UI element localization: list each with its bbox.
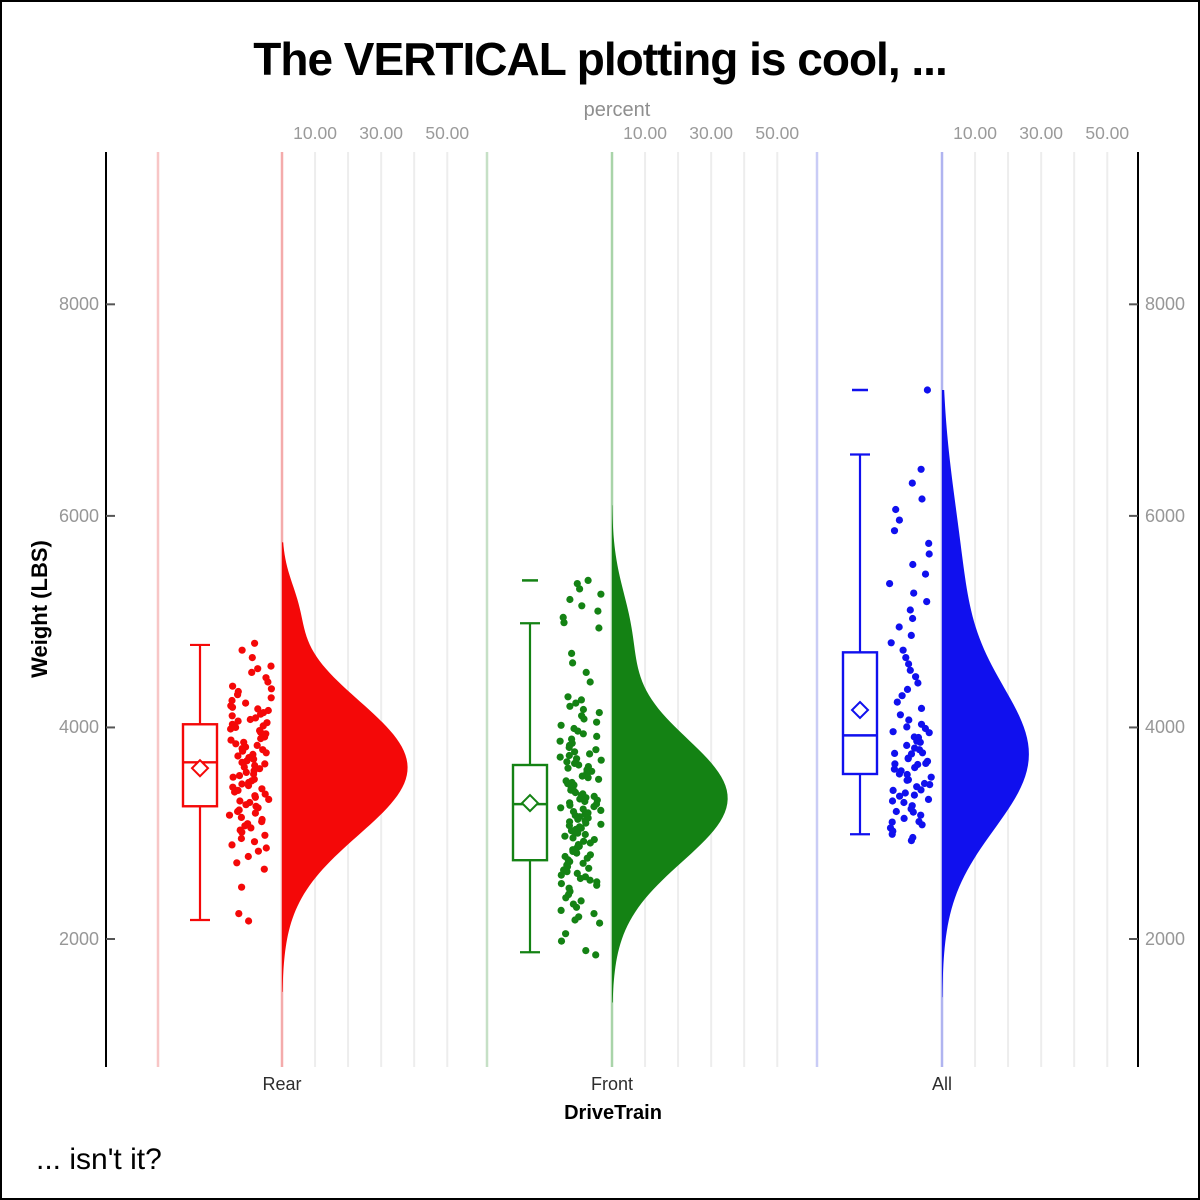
- y-tick-label-right: 8000: [1145, 294, 1186, 315]
- percent-tick-label: 10.00: [293, 123, 337, 143]
- percent-tick-label: 30.00: [1019, 123, 1064, 143]
- jitter-points-rear: [225, 639, 275, 925]
- y-tick-label-right: 4000: [1145, 717, 1186, 738]
- percent-tick-label: 30.00: [689, 123, 734, 143]
- violin-front: [612, 505, 728, 1003]
- mean-diamond-all: [850, 700, 870, 720]
- page-title: The VERTICAL plotting is cool, ...: [253, 33, 948, 85]
- percent-tick-label: 50.00: [425, 123, 470, 143]
- percent-tick-label: 30.00: [359, 123, 404, 143]
- y-tick-label-right: 6000: [1145, 505, 1186, 526]
- footnote: ... isn't it?: [36, 1143, 162, 1176]
- y-tick-label-right: 2000: [1145, 929, 1186, 949]
- percent-tick-label: 50.00: [1085, 123, 1130, 143]
- violin-all: [942, 390, 1029, 998]
- mean-diamond-rear: [190, 758, 210, 778]
- jitter-points-front: [556, 576, 605, 959]
- boxplot-rear: [181, 643, 219, 922]
- jitter-points-all: [886, 386, 935, 845]
- boxplot-front: [511, 579, 549, 954]
- mean-diamond-front: [520, 793, 540, 813]
- y-tick-label-left: 8000: [58, 294, 99, 315]
- percent-tick-label: 10.00: [953, 123, 997, 143]
- x-axis-label: DriveTrain: [564, 1102, 662, 1124]
- y-tick-label-left: 4000: [58, 717, 99, 738]
- boxplot-all: [841, 388, 879, 836]
- y-tick-label-left: 2000: [58, 929, 99, 949]
- y-tick-label-left: 6000: [58, 505, 99, 526]
- category-label-front: Front: [590, 1074, 634, 1094]
- category-label-all: All: [931, 1074, 953, 1094]
- violin-rear: [282, 542, 408, 992]
- percent-tick-label: 10.00: [623, 123, 667, 143]
- percent-tick-label: 50.00: [755, 123, 800, 143]
- category-label-rear: Rear: [262, 1074, 302, 1094]
- top-axis-label: percent: [583, 99, 651, 121]
